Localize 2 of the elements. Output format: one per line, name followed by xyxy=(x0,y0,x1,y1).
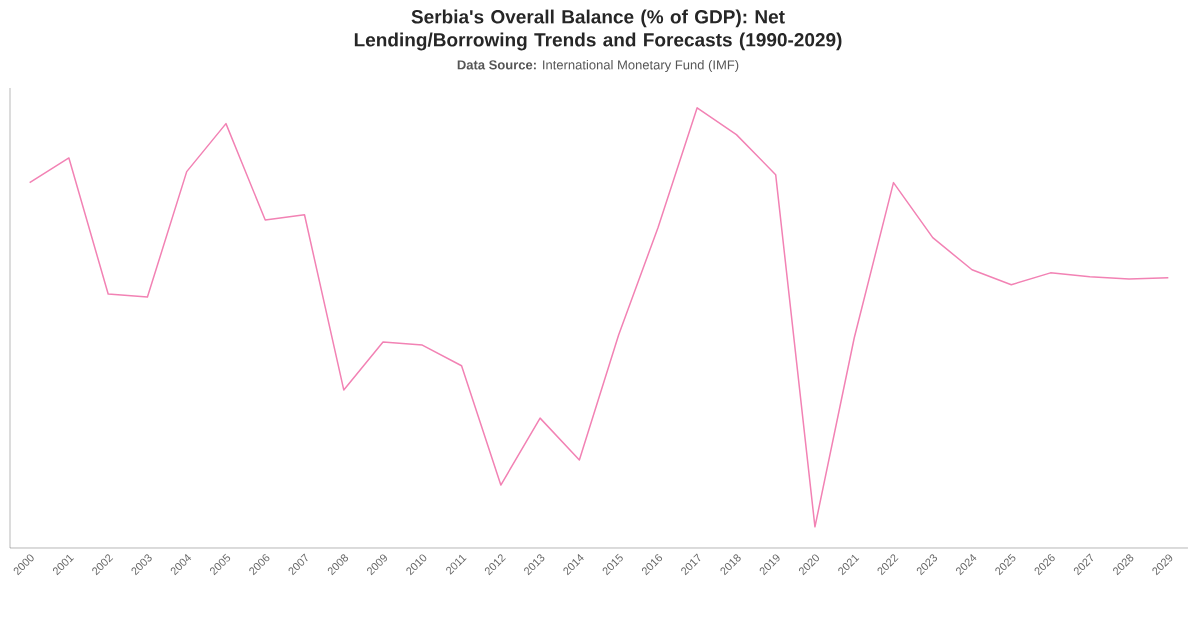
text: Data Source: International Monetary Fund (IMF) xyxy=(457,59,739,73)
chart-title: Serbia's Overall Balance (% of GDP): Net Lending/Borrowing Trends and Forecasts (1990-2029) xyxy=(354,9,842,51)
